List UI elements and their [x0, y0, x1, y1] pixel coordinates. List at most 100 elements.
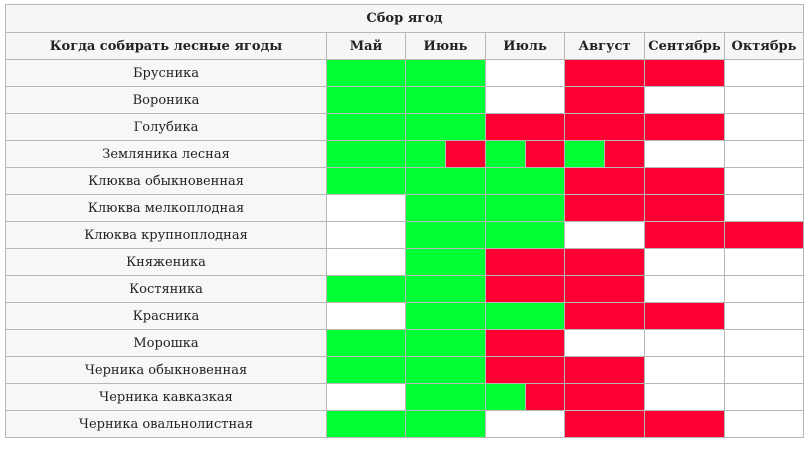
- month-cell-fill: [725, 276, 803, 302]
- month-cell-fill: [645, 168, 724, 194]
- month-header: Июль: [485, 32, 565, 60]
- month-cell-fill: [645, 141, 724, 167]
- ripening-fill: [486, 168, 564, 194]
- empty-fill: [645, 249, 724, 275]
- berry-harvest-table-container: Сбор ягод Когда собирать лесные ягоды Ма…: [5, 4, 804, 438]
- month-cell: [405, 140, 486, 168]
- empty-fill: [645, 330, 724, 356]
- ripening-fill: [406, 168, 485, 194]
- ripening-fill: [327, 168, 405, 194]
- table-row: Морошка: [5, 329, 804, 357]
- month-cell: [405, 410, 486, 438]
- month-cell: [724, 383, 804, 411]
- month-cell: [485, 275, 565, 303]
- month-cell: [724, 140, 804, 168]
- table-row: Клюква крупноплодная: [5, 221, 804, 249]
- month-cell: [724, 113, 804, 141]
- harvest-fill: [565, 303, 644, 329]
- month-cell-fill: [565, 384, 644, 410]
- month-cell: [644, 167, 725, 195]
- table-row: Голубика: [5, 113, 804, 141]
- month-cell-fill: [327, 114, 405, 140]
- month-cell: [485, 248, 565, 276]
- berry-name: Голубика: [5, 113, 327, 141]
- empty-fill: [645, 357, 724, 383]
- month-cell: [644, 329, 725, 357]
- month-cell: [485, 59, 565, 87]
- empty-fill: [565, 222, 644, 248]
- month-cell-fill: [725, 60, 803, 86]
- empty-fill: [725, 411, 803, 437]
- month-cell: [564, 86, 645, 114]
- harvest-fill: [524, 384, 564, 410]
- ripening-fill: [406, 384, 485, 410]
- month-cell: [405, 221, 486, 249]
- month-cell-fill: [725, 330, 803, 356]
- month-cell-fill: [486, 303, 564, 329]
- berry-name: Клюква крупноплодная: [5, 221, 327, 249]
- table-row: Черника кавказкая: [5, 383, 804, 411]
- harvest-fill: [725, 222, 803, 248]
- month-cell: [326, 410, 406, 438]
- month-cell: [485, 356, 565, 384]
- month-cell: [405, 302, 486, 330]
- empty-fill: [645, 384, 724, 410]
- ripening-fill: [406, 87, 485, 113]
- ripening-fill: [406, 276, 485, 302]
- ripening-fill: [565, 141, 604, 167]
- month-cell: [564, 356, 645, 384]
- empty-fill: [486, 87, 564, 113]
- month-cell-fill: [486, 168, 564, 194]
- month-cell: [644, 113, 725, 141]
- empty-fill: [565, 330, 644, 356]
- month-cell: [326, 302, 406, 330]
- empty-fill: [725, 195, 803, 221]
- month-header: Сентябрь: [644, 32, 725, 60]
- month-cell: [564, 248, 645, 276]
- month-cell-fill: [406, 114, 485, 140]
- month-cell: [326, 86, 406, 114]
- berry-harvest-table: Сбор ягод Когда собирать лесные ягоды Ма…: [5, 4, 804, 438]
- harvest-fill: [565, 249, 644, 275]
- month-cell: [485, 383, 565, 411]
- empty-fill: [725, 276, 803, 302]
- month-cell: [405, 167, 486, 195]
- month-cell: [644, 410, 725, 438]
- ripening-fill: [406, 249, 485, 275]
- month-cell: [724, 59, 804, 87]
- harvest-fill: [565, 114, 644, 140]
- harvest-fill: [565, 411, 644, 437]
- empty-fill: [327, 195, 405, 221]
- harvest-fill: [486, 330, 564, 356]
- month-cell-fill: [725, 357, 803, 383]
- ripening-fill: [486, 141, 525, 167]
- month-cell-fill: [725, 384, 803, 410]
- month-cell-fill: [406, 303, 485, 329]
- month-cell: [485, 113, 565, 141]
- month-cell: [326, 221, 406, 249]
- empty-fill: [645, 276, 724, 302]
- month-cell: [485, 86, 565, 114]
- month-cell: [405, 59, 486, 87]
- berry-name: Брусника: [5, 59, 327, 87]
- month-cell: [485, 302, 565, 330]
- table-row: Вороника: [5, 86, 804, 114]
- month-cell-fill: [406, 249, 485, 275]
- month-cell: [326, 194, 406, 222]
- month-cell-fill: [486, 330, 564, 356]
- empty-fill: [725, 114, 803, 140]
- month-cell: [564, 113, 645, 141]
- harvest-fill: [645, 60, 724, 86]
- month-cell: [724, 275, 804, 303]
- berry-name: Красника: [5, 302, 327, 330]
- ripening-fill: [327, 141, 405, 167]
- month-cell: [644, 248, 725, 276]
- month-cell: [485, 410, 565, 438]
- month-cell: [644, 86, 725, 114]
- month-cell-fill: [486, 222, 564, 248]
- month-cell-fill: [645, 357, 724, 383]
- berry-name: Клюква мелкоплодная: [5, 194, 327, 222]
- empty-fill: [725, 87, 803, 113]
- harvest-fill: [645, 114, 724, 140]
- month-cell-fill: [406, 384, 485, 410]
